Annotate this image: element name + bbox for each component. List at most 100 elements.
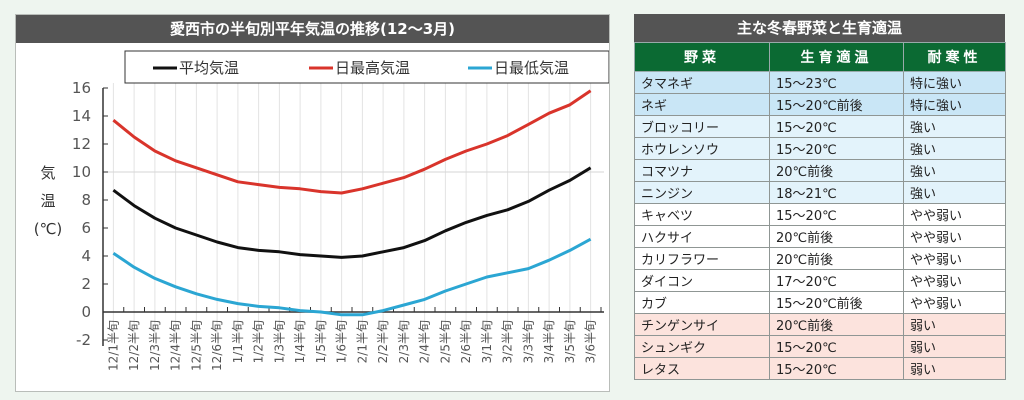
table-row: ブロッコリー 15～20℃ 強い [634, 115, 1006, 138]
cell-growth-temp: 15～20℃前後 [769, 93, 904, 116]
cell-growth-temp: 15～23℃ [769, 71, 904, 94]
cell-growth-temp: 20℃前後 [769, 313, 904, 336]
cell-cold-hardiness: やや弱い [903, 269, 1006, 292]
table-row: コマツナ 20℃前後 強い [634, 159, 1006, 182]
series-line-1 [112, 89, 592, 195]
cell-cold-hardiness: 強い [903, 137, 1006, 160]
x-tick-label: 1/3半旬 [272, 320, 286, 363]
x-tick-label: 3/4半旬 [542, 320, 556, 363]
cell-vegetable: キャベツ [634, 203, 770, 226]
table-row: レタス 15～20℃ 弱い [634, 357, 1006, 380]
x-tick-label: 12/3半旬 [148, 320, 162, 371]
header-cold-hardiness: 耐寒性 [903, 42, 1006, 72]
x-tick-label: 3/2半旬 [501, 320, 515, 363]
cell-cold-hardiness: やや弱い [903, 291, 1006, 314]
legend-label: 平均気温 [179, 59, 239, 77]
series-line-2 [112, 237, 592, 317]
cell-vegetable: チンゲンサイ [634, 313, 770, 336]
cell-vegetable: ホウレンソウ [634, 137, 770, 160]
cell-vegetable: レタス [634, 357, 770, 380]
table-row: ホウレンソウ 15～20℃ 強い [634, 137, 1006, 160]
cell-vegetable: ブロッコリー [634, 115, 770, 138]
x-tick-label: 3/1半旬 [480, 320, 494, 363]
x-tick-label: 12/5半旬 [189, 320, 203, 371]
y-axis-label-2: 温 [40, 192, 55, 210]
cell-cold-hardiness: 強い [903, 159, 1006, 182]
y-tick-label: -2 [76, 331, 91, 349]
vegetable-temperature-table: 野菜 生育適温 耐寒性 タマネギ 15～23℃ 特に強い ネギ 15～20℃前後 特に強い… [634, 42, 1006, 380]
table-row: カリフラワー 20℃前後 やや弱い [634, 247, 1006, 270]
cell-vegetable: タマネギ [634, 71, 770, 94]
x-tick-label: 1/2半旬 [252, 320, 266, 363]
cell-growth-temp: 15～20℃ [769, 357, 904, 380]
table-header-row: 野菜 生育適温 耐寒性 [634, 42, 1006, 72]
cell-cold-hardiness: 強い [903, 115, 1006, 138]
cell-vegetable: カブ [634, 291, 770, 314]
y-axis-label-3: (℃) [34, 220, 63, 238]
cell-growth-temp: 20℃前後 [769, 159, 904, 182]
cell-growth-temp: 15～20℃ [769, 203, 904, 226]
legend-box [124, 50, 609, 84]
y-tick-label: 12 [72, 135, 91, 153]
x-tick-label: 1/1半旬 [231, 320, 245, 363]
table-row: タマネギ 15～23℃ 特に強い [634, 71, 1006, 94]
y-tick-label: 4 [81, 247, 91, 265]
series-line-0 [112, 166, 592, 259]
cell-cold-hardiness: 特に強い [903, 71, 1006, 94]
x-tick-label: 2/3半旬 [397, 320, 411, 363]
cell-vegetable: コマツナ [634, 159, 770, 182]
table-row: キャベツ 15～20℃ やや弱い [634, 203, 1006, 226]
cell-vegetable: シュンギク [634, 335, 770, 358]
y-tick-label: 14 [72, 107, 91, 125]
cell-growth-temp: 17～20℃ [769, 269, 904, 292]
table-row: ハクサイ 20℃前後 やや弱い [634, 225, 1006, 248]
cell-cold-hardiness: 強い [903, 181, 1006, 204]
cell-growth-temp: 15～20℃ [769, 115, 904, 138]
x-tick-label: 12/1半旬 [106, 320, 120, 371]
x-tick-label: 1/4半旬 [293, 320, 307, 363]
y-tick-label: 8 [81, 191, 91, 209]
header-growth-temp: 生育適温 [769, 42, 904, 72]
cell-growth-temp: 20℃前後 [769, 225, 904, 248]
cell-vegetable: カリフラワー [634, 247, 770, 270]
table-row: シュンギク 15～20℃ 弱い [634, 335, 1006, 358]
cell-vegetable: ネギ [634, 93, 770, 116]
cell-growth-temp: 20℃前後 [769, 247, 904, 270]
y-tick-label: 0 [81, 303, 91, 321]
cell-cold-hardiness: やや弱い [903, 225, 1006, 248]
table-row: ニンジン 18～21℃ 強い [634, 181, 1006, 204]
cell-cold-hardiness: 弱い [903, 357, 1006, 380]
cell-vegetable: ハクサイ [634, 225, 770, 248]
cell-cold-hardiness: やや弱い [903, 247, 1006, 270]
legend-label: 日最高気温 [335, 59, 410, 77]
cell-cold-hardiness: 弱い [903, 335, 1006, 358]
y-tick-label: 10 [72, 163, 91, 181]
y-axis-label-1: 気 [40, 164, 55, 182]
legend-label: 日最低気温 [494, 59, 569, 77]
cell-growth-temp: 15～20℃ [769, 335, 904, 358]
x-tick-label: 2/1半旬 [355, 320, 369, 363]
table-row: ダイコン 17～20℃ やや弱い [634, 269, 1006, 292]
chart-title: 愛西市の半旬別平年気温の推移(12～3月) [16, 15, 609, 43]
x-tick-label: 1/5半旬 [314, 320, 328, 363]
header-vegetable: 野菜 [634, 42, 770, 72]
y-tick-label: 6 [81, 219, 91, 237]
cell-cold-hardiness: 弱い [903, 313, 1006, 336]
table-row: チンゲンサイ 20℃前後 弱い [634, 313, 1006, 336]
vegetable-table-panel: 主な冬春野菜と生育適温 野菜 生育適温 耐寒性 タマネギ 15～23℃ 特に強い ネギ… [634, 14, 1006, 380]
cell-growth-temp: 15～20℃ [769, 137, 904, 160]
cell-cold-hardiness: やや弱い [903, 203, 1006, 226]
x-tick-label: 2/2半旬 [376, 320, 390, 363]
y-tick-label: 16 [72, 79, 91, 97]
cell-vegetable: ニンジン [634, 181, 770, 204]
table-row: ネギ 15～20℃前後 特に強い [634, 93, 1006, 116]
x-tick-label: 3/3半旬 [521, 320, 535, 363]
cell-vegetable: ダイコン [634, 269, 770, 292]
x-tick-label: 2/4半旬 [418, 320, 432, 363]
y-tick-label: 2 [81, 275, 91, 293]
x-tick-label: 3/6半旬 [584, 320, 598, 363]
table-title: 主な冬春野菜と生育適温 [634, 14, 1005, 42]
cell-cold-hardiness: 特に強い [903, 93, 1006, 116]
cell-growth-temp: 18～21℃ [769, 181, 904, 204]
table-row: カブ 15～20℃前後 やや弱い [634, 291, 1006, 314]
